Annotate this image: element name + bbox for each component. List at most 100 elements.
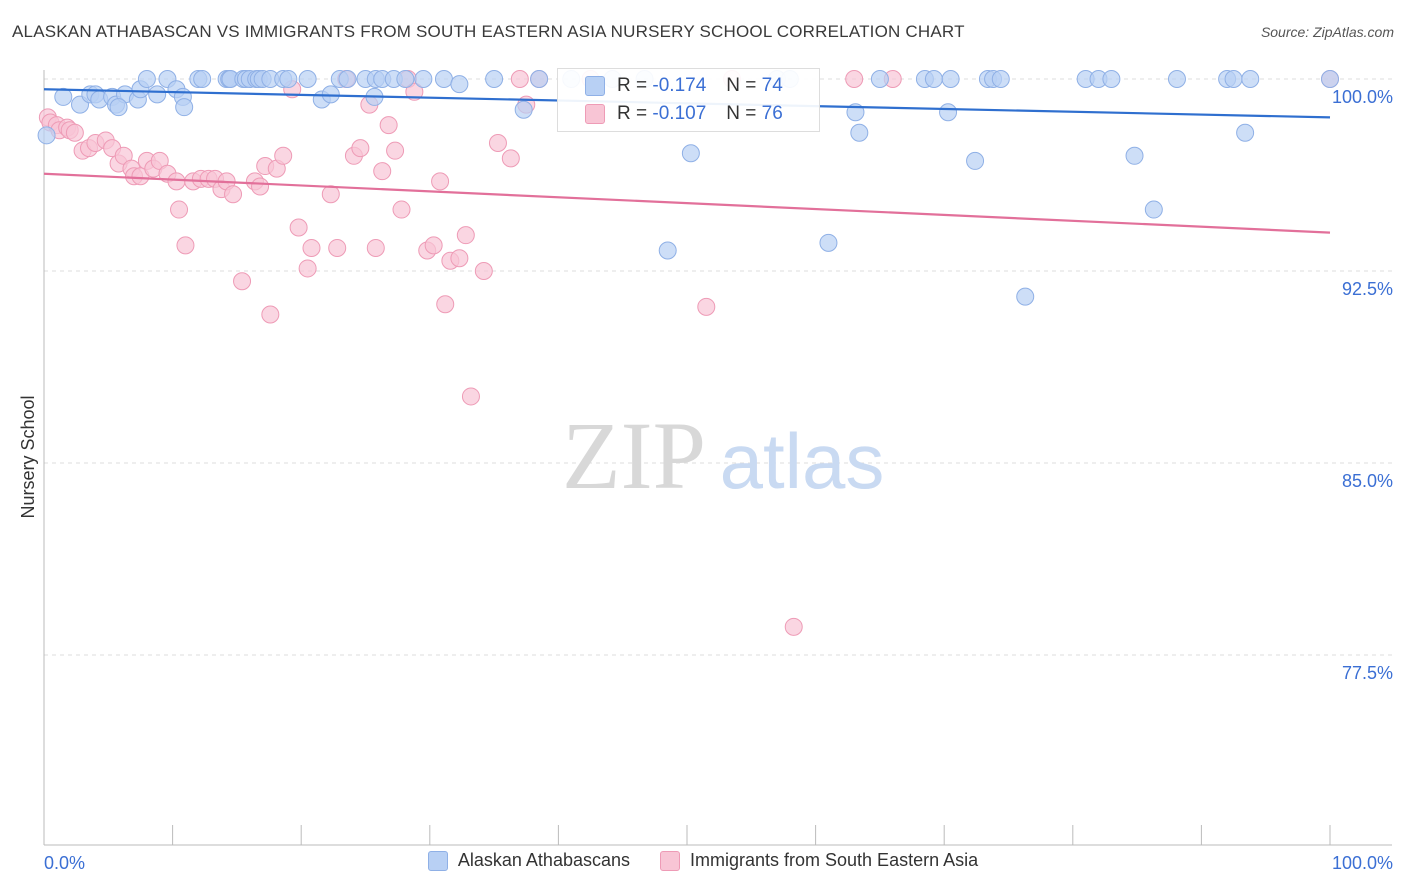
data-point [784, 617, 803, 636]
y-tick-label: 100.0% [1332, 87, 1393, 107]
r-label: R = [617, 75, 648, 96]
data-point [434, 70, 453, 88]
stats-swatch-pink [585, 104, 605, 124]
data-point [176, 236, 195, 255]
data-point [1167, 70, 1186, 88]
data-point [148, 85, 167, 104]
data-point [137, 70, 156, 88]
data-point [819, 233, 838, 252]
data-point [392, 200, 411, 219]
axis-labels: 100.0% 92.5% 85.0% 77.5% 0.0% 100.0% Nursery S… [18, 87, 1393, 873]
stats-row-athabascans: R = -0.174 N = 74 [558, 71, 783, 101]
data-point [167, 172, 186, 191]
data-point [233, 272, 252, 291]
data-point [431, 172, 450, 191]
data-point [366, 238, 385, 257]
legend-swatch-pink [660, 850, 680, 871]
data-point [966, 151, 985, 170]
data-point [54, 87, 73, 106]
data-point [274, 146, 293, 165]
data-point [170, 200, 189, 219]
data-point [1236, 123, 1255, 142]
y-tick-label: 85.0% [1342, 471, 1393, 491]
data-point [289, 218, 308, 237]
legend-item-athabascans[interactable]: Alaskan Athabascans [427, 850, 630, 871]
data-point [450, 249, 469, 268]
r-value: -0.107 [652, 103, 707, 124]
data-point [386, 141, 405, 160]
data-point [510, 70, 529, 88]
data-point [373, 162, 392, 181]
data-point [338, 70, 357, 88]
data-point [939, 103, 958, 122]
data-point [224, 185, 243, 204]
data-point [1321, 70, 1339, 88]
data-point [658, 241, 677, 260]
legend-item-immigrants[interactable]: Immigrants from South Eastern Asia [660, 850, 978, 871]
data-point [501, 149, 520, 168]
data-point [261, 305, 280, 324]
data-point [251, 177, 270, 196]
data-point [436, 295, 455, 314]
watermark-atlas: atlas [720, 417, 885, 505]
data-point [1125, 146, 1144, 165]
data-point [488, 134, 507, 152]
legend: Alaskan Athabascans Immigrants from Sout… [0, 850, 1406, 871]
data-point [450, 75, 469, 94]
data-point [279, 70, 298, 88]
data-point [298, 70, 317, 88]
data-point [1224, 70, 1243, 88]
data-point [1144, 200, 1163, 219]
data-point [697, 297, 716, 316]
legend-swatch-blue [427, 850, 448, 871]
data-point [65, 123, 84, 142]
data-point [302, 238, 321, 257]
data-point [175, 98, 194, 117]
data-point [514, 100, 533, 119]
source-label: Source: ZipAtlas.com [1260, 24, 1394, 40]
axes [43, 70, 1392, 846]
n-value: 76 [761, 103, 783, 124]
data-point [351, 139, 370, 158]
data-point [485, 70, 504, 88]
n-label: N = [726, 75, 757, 96]
data-point [845, 70, 864, 88]
data-point [474, 262, 493, 280]
data-point [321, 185, 340, 204]
n-value: 74 [761, 75, 783, 96]
data-point [1102, 70, 1121, 88]
y-axis-label: Nursery School [18, 395, 38, 518]
data-point [870, 70, 889, 88]
data-point [850, 123, 869, 142]
data-point [328, 238, 347, 257]
data-point [924, 70, 943, 88]
data-point [37, 126, 56, 145]
chart-title: ALASKAN ATHABASCAN VS IMMIGRANTS FROM SO… [12, 22, 965, 41]
data-point [414, 70, 433, 88]
stats-row-immigrants: R = -0.107 N = 76 [558, 99, 783, 129]
y-tick-label: 92.5% [1342, 279, 1393, 299]
gridlines [44, 78, 1392, 656]
n-label: N = [726, 103, 757, 124]
x-tick-label-min: 0.0% [44, 853, 85, 873]
stats-swatch-blue [585, 76, 605, 96]
data-point [424, 236, 443, 255]
trend-line [43, 172, 1331, 234]
data-point [1241, 70, 1260, 88]
watermark-zip: ZIP [562, 402, 706, 509]
x-tick-label-max: 100.0% [1332, 853, 1393, 873]
y-tick-label: 77.5% [1342, 663, 1393, 683]
legend-label-immigrants: Immigrants from South Eastern Asia [690, 850, 979, 870]
r-value: -0.174 [652, 75, 707, 96]
data-point [109, 98, 128, 117]
data-point [941, 70, 960, 88]
data-point [1016, 287, 1035, 306]
data-point [405, 82, 424, 101]
data-point [461, 387, 480, 406]
r-label: R = [617, 103, 648, 124]
data-point [298, 259, 317, 278]
data-point [379, 116, 398, 135]
data-point [396, 70, 415, 88]
data-point [991, 70, 1010, 88]
